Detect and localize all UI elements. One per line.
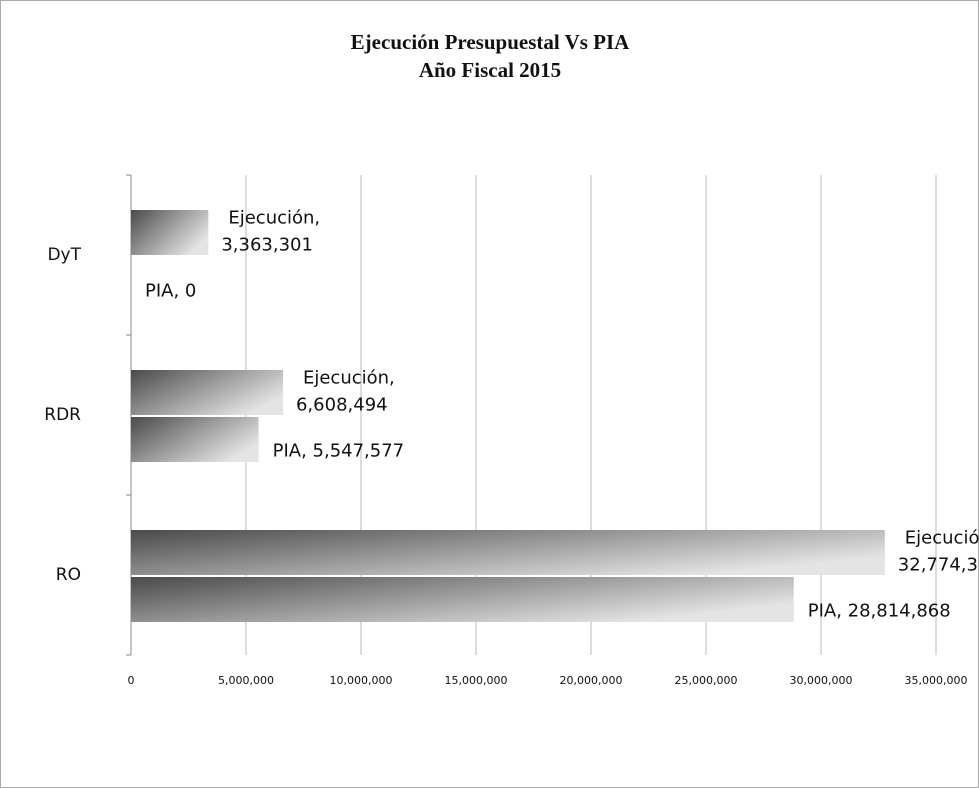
- y-tick-label: RO: [56, 565, 81, 585]
- data-label-line: Ejecución,: [228, 208, 320, 229]
- x-tick-label: 35,000,000: [905, 674, 968, 687]
- bar: [131, 530, 885, 575]
- y-tick-label: RDR: [44, 405, 81, 425]
- x-tick-label: 25,000,000: [675, 674, 738, 687]
- x-tick-label: 30,000,000: [790, 674, 853, 687]
- data-label-line: Ejecución,: [303, 368, 395, 389]
- bar: [131, 370, 283, 415]
- data-label: Ejecución, 6,608,494: [296, 368, 395, 416]
- data-label-line: 6,608,494: [296, 395, 388, 416]
- x-tick-label: 10,000,000: [330, 674, 393, 687]
- data-label: Ejecución, 3,363,301: [221, 208, 320, 256]
- chart-title: Ejecución Presupuestal Vs PIA: [351, 30, 630, 54]
- bar: [131, 577, 794, 622]
- data-label-line: 32,774,396: [898, 555, 979, 576]
- bar: [131, 210, 209, 255]
- bar: [131, 417, 259, 462]
- y-tick-label: DyT: [47, 245, 81, 265]
- x-tick-label: 15,000,000: [445, 674, 508, 687]
- x-tick-label: 0: [128, 674, 135, 687]
- data-label: Ejecución, 32,774,396: [898, 528, 979, 576]
- x-tick-label: 5,000,000: [218, 674, 274, 687]
- x-tick-label: 20,000,000: [560, 674, 623, 687]
- data-label-line: 3,363,301: [221, 235, 313, 256]
- data-label-line: Ejecución,: [905, 528, 979, 549]
- data-label: PIA, 5,547,577: [273, 441, 405, 462]
- chart-subtitle: Año Fiscal 2015: [419, 58, 561, 82]
- data-label: PIA, 0: [145, 281, 196, 302]
- data-label: PIA, 28,814,868: [808, 601, 951, 622]
